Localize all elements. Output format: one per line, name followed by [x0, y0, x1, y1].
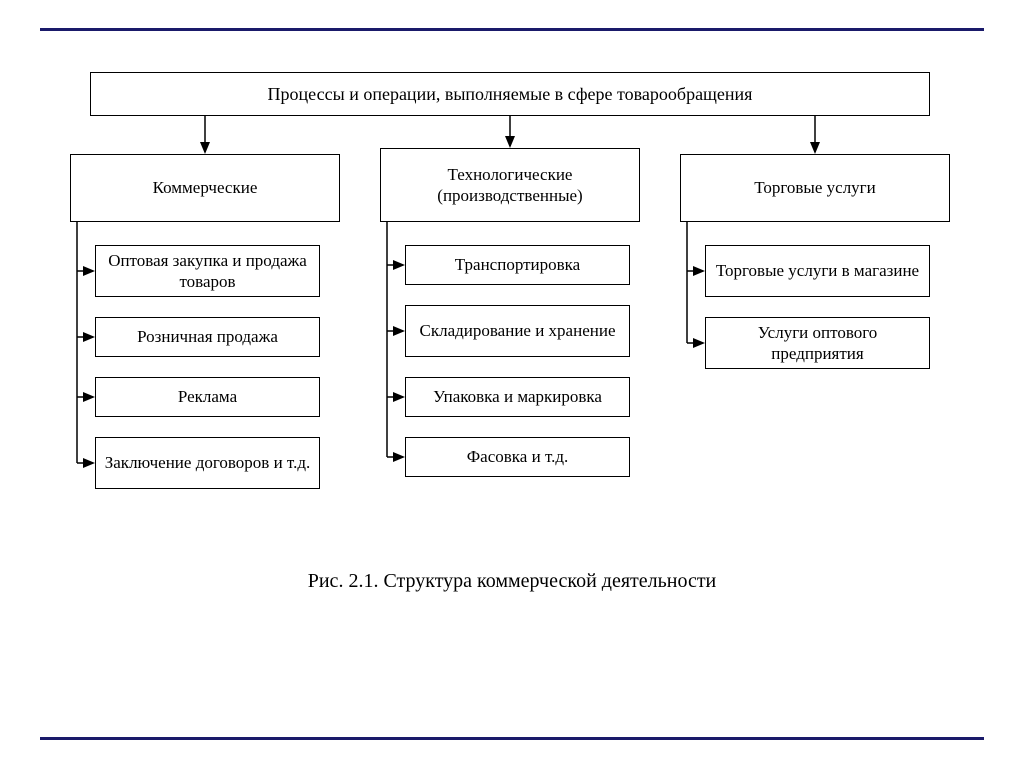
sub-box-1-3: Фасовка и т.д. — [405, 437, 630, 477]
figure-caption: Рис. 2.1. Структура коммерческой деятель… — [0, 570, 1024, 593]
sub-box-2-1: Услуги оптового предприятия — [705, 317, 930, 369]
sub-box-1-2: Упаковка и маркировка — [405, 377, 630, 417]
bottom-rule — [40, 737, 984, 740]
sub-box-1-0: Транспортировка — [405, 245, 630, 285]
sub-box-0-2: Реклама — [95, 377, 320, 417]
category-box-1: Технологические (производственные) — [380, 148, 640, 222]
root-box: Процессы и операции, выполняемые в сфере… — [90, 72, 930, 116]
sub-box-0-1: Розничная продажа — [95, 317, 320, 357]
category-box-0: Коммерческие — [70, 154, 340, 222]
category-box-2: Торговые услуги — [680, 154, 950, 222]
top-rule — [40, 28, 984, 31]
sub-box-1-1: Складирование и хранение — [405, 305, 630, 357]
sub-box-2-0: Торговые услуги в магазине — [705, 245, 930, 297]
sub-box-0-3: Заключение договоров и т.д. — [95, 437, 320, 489]
sub-box-0-0: Оптовая закупка и продажа товаров — [95, 245, 320, 297]
